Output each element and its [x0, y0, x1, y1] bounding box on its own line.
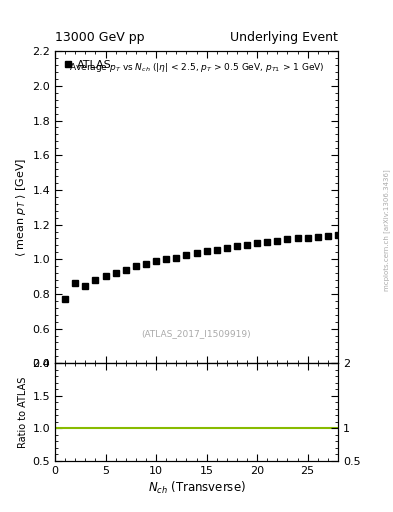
- Text: Underlying Event: Underlying Event: [230, 31, 338, 44]
- ATLAS: [316, 233, 320, 240]
- ATLAS: [305, 234, 310, 241]
- ATLAS: [164, 256, 169, 262]
- ATLAS: [174, 254, 179, 261]
- Line: ATLAS: ATLAS: [62, 232, 341, 302]
- ATLAS: [134, 263, 138, 269]
- Text: mcplots.cern.ch [arXiv:1306.3436]: mcplots.cern.ch [arXiv:1306.3436]: [384, 169, 391, 291]
- ATLAS: [275, 238, 280, 244]
- Y-axis label: Ratio to ATLAS: Ratio to ATLAS: [18, 376, 28, 447]
- ATLAS: [73, 280, 77, 286]
- ATLAS: [245, 242, 250, 248]
- ATLAS: [214, 247, 219, 253]
- ATLAS: [143, 261, 148, 267]
- ATLAS: [63, 296, 68, 302]
- ATLAS: [265, 239, 270, 245]
- ATLAS: [295, 236, 300, 242]
- ATLAS: [255, 240, 259, 246]
- ATLAS: [336, 232, 340, 238]
- ATLAS: [285, 236, 290, 242]
- ATLAS: [184, 252, 189, 258]
- ATLAS: [123, 267, 128, 273]
- ATLAS: [235, 243, 239, 249]
- ATLAS: [204, 248, 209, 254]
- ATLAS: [224, 245, 229, 251]
- Text: (ATLAS_2017_I1509919): (ATLAS_2017_I1509919): [142, 329, 251, 338]
- ATLAS: [194, 250, 199, 256]
- ATLAS: [154, 258, 158, 264]
- Text: Average $p_T$ vs $N_{ch}$ ($|\eta|$ < 2.5, $p_T$ > 0.5 GeV, $p_{T1}$ > 1 GeV): Average $p_T$ vs $N_{ch}$ ($|\eta|$ < 2.…: [69, 60, 324, 74]
- Text: 13000 GeV pp: 13000 GeV pp: [55, 31, 145, 44]
- ATLAS: [113, 270, 118, 276]
- Legend: ATLAS: ATLAS: [61, 57, 115, 73]
- ATLAS: [93, 277, 98, 283]
- X-axis label: $N_{ch}$ (Transverse): $N_{ch}$ (Transverse): [147, 480, 246, 496]
- ATLAS: [103, 273, 108, 279]
- Y-axis label: $\langle$ mean $p_T$ $\rangle$ [GeV]: $\langle$ mean $p_T$ $\rangle$ [GeV]: [14, 158, 28, 257]
- ATLAS: [325, 233, 330, 239]
- ATLAS: [83, 283, 88, 289]
